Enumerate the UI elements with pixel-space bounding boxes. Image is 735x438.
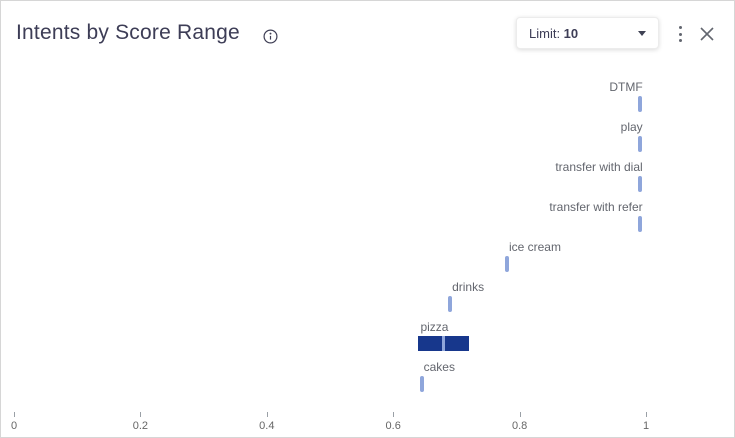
x-axis-tick-label: 0.8 — [511, 420, 528, 432]
intent-label: transfer with dial — [555, 160, 643, 174]
x-axis-tick — [393, 412, 395, 417]
intent-label: drinks — [452, 280, 485, 294]
x-axis-tick-label: 0.2 — [132, 420, 149, 432]
limit-dropdown[interactable]: Limit: 10 — [516, 17, 659, 49]
close-x-icon[interactable] — [698, 25, 716, 43]
x-axis-tick — [140, 412, 142, 417]
score-range-marker[interactable] — [637, 216, 642, 232]
score-range-marker[interactable] — [448, 296, 453, 312]
x-axis-tick-label: 0 — [10, 420, 18, 432]
intent-label: cakes — [423, 360, 455, 374]
intent-label: pizza — [420, 320, 449, 334]
median-line — [442, 336, 446, 351]
score-range-marker[interactable] — [637, 96, 642, 112]
x-axis-tick — [266, 412, 268, 417]
score-range-box[interactable] — [418, 336, 470, 351]
score-range-marker[interactable] — [419, 376, 424, 392]
score-range-marker[interactable] — [637, 136, 642, 152]
info-circle-icon[interactable] — [263, 29, 278, 44]
score-range-plot: DTMF play transfer with dial transfer with … — [1, 61, 734, 437]
intent-label: transfer with refer — [549, 200, 643, 214]
x-axis-tick-label: 0.4 — [259, 420, 275, 432]
score-range-marker[interactable] — [637, 176, 642, 192]
chart-title: Intents by Score Range — [16, 21, 240, 44]
x-axis-tick — [14, 412, 15, 417]
kebab-menu-icon[interactable] — [675, 26, 685, 42]
intent-label: ice cream — [508, 240, 561, 254]
x-axis-tick-label: 1 — [642, 420, 650, 432]
caret-down-icon — [638, 30, 646, 36]
x-axis-tick-label: 0.6 — [385, 420, 401, 432]
limit-dropdown-label: Limit: — [529, 25, 564, 41]
intent-label: DTMF — [609, 80, 643, 94]
intent-label: play — [620, 120, 643, 134]
x-axis-tick — [646, 412, 647, 417]
x-axis-tick — [519, 412, 521, 417]
score-range-marker[interactable] — [504, 256, 509, 272]
limit-dropdown-value: 10 — [563, 25, 579, 41]
